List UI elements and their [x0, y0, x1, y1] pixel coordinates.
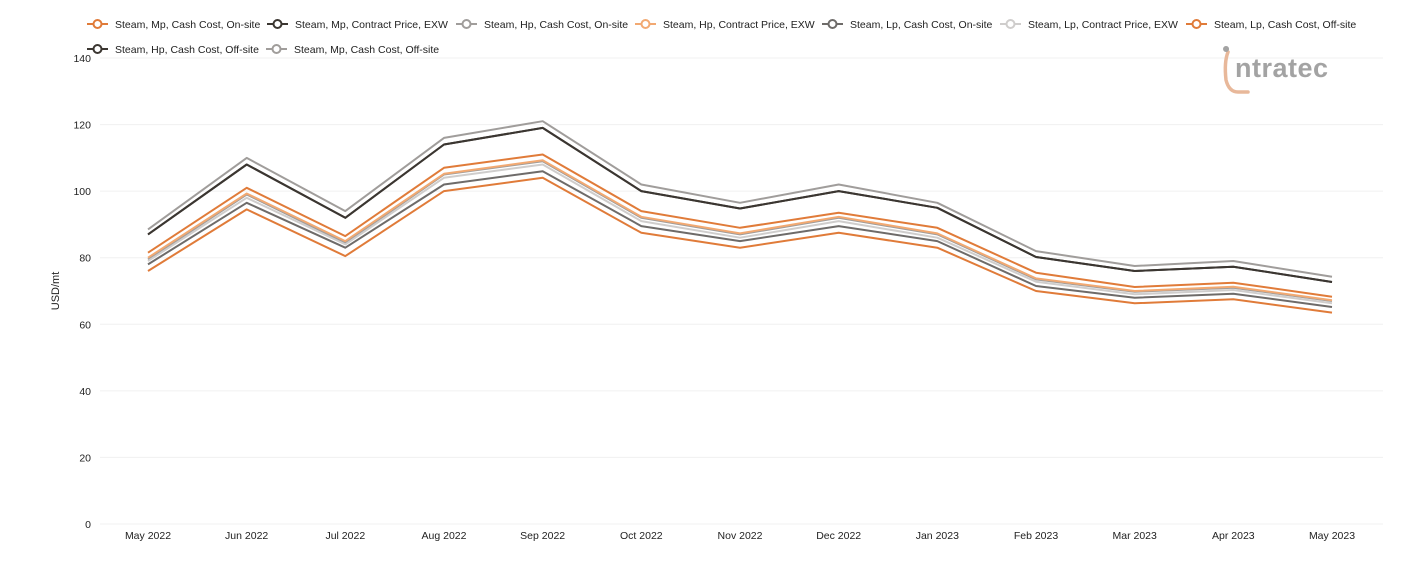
legend-item-6[interactable]: Steam, Lp, Contract Price, EXW: [1000, 19, 1178, 31]
x-tick-label: Sep 2022: [520, 530, 565, 542]
x-tick-label: Jun 2022: [225, 530, 268, 542]
legend-item-4[interactable]: Steam, Hp, Contract Price, EXW: [635, 19, 815, 31]
legend-label: Steam, Hp, Cash Cost, On-site: [484, 19, 628, 31]
y-tick-label: 40: [79, 386, 91, 398]
x-tick-label: May 2023: [1309, 530, 1355, 542]
intratec-logo: ntratec: [1223, 46, 1329, 94]
legend-item-5[interactable]: Steam, Lp, Cash Cost, On-site: [822, 19, 993, 31]
y-tick-label: 140: [73, 53, 91, 65]
x-tick-label: Oct 2022: [620, 530, 663, 542]
legend-marker-icon: [272, 19, 283, 29]
y-tick-label: 0: [85, 519, 91, 531]
legend-item-8[interactable]: Steam, Hp, Cash Cost, Off-site: [87, 44, 259, 56]
legend-label: Steam, Hp, Cash Cost, Off-site: [115, 44, 259, 56]
legend-marker-icon: [827, 19, 838, 29]
legend-marker-icon: [1005, 19, 1016, 29]
series-line-6[interactable]: [147, 163, 1333, 305]
legend-marker-icon: [92, 19, 103, 29]
y-tick-label: 20: [79, 452, 91, 464]
legend-marker-icon: [640, 19, 651, 29]
legend-marker-icon: [271, 44, 282, 54]
legend: Steam, Mp, Cash Cost, On-site Steam, Mp, …: [87, 19, 1356, 56]
grid: [100, 57, 1383, 525]
x-axis: May 2022 Jun 2022 Jul 2022 Aug 2022 Sep 2022…: [125, 530, 1355, 542]
legend-label: Steam, Hp, Contract Price, EXW: [663, 19, 815, 31]
x-tick-label: May 2022: [125, 530, 171, 542]
legend-label: Steam, Mp, Cash Cost, On-site: [115, 19, 260, 31]
legend-label: Steam, Mp, Cash Cost, Off-site: [294, 44, 439, 56]
x-tick-label: Jan 2023: [916, 530, 959, 542]
series-line-1[interactable]: [147, 153, 1333, 298]
y-axis-title: USD/mt: [50, 272, 62, 311]
y-tick-label: 120: [73, 120, 91, 132]
x-tick-label: Feb 2023: [1014, 530, 1059, 542]
legend-marker-icon: [92, 44, 103, 54]
legend-item-1[interactable]: Steam, Mp, Cash Cost, On-site: [87, 19, 260, 31]
legend-label: Steam, Lp, Cash Cost, Off-site: [1214, 19, 1356, 31]
legend-marker-icon: [1191, 19, 1202, 29]
legend-label: Steam, Lp, Cash Cost, On-site: [850, 19, 993, 31]
legend-item-3[interactable]: Steam, Hp, Cash Cost, On-site: [456, 19, 628, 31]
x-tick-label: Aug 2022: [422, 530, 467, 542]
series-line-2[interactable]: [147, 126, 1333, 283]
series-line-9[interactable]: [147, 120, 1333, 278]
x-tick-label: Mar 2023: [1112, 530, 1157, 542]
x-tick-label: Dec 2022: [816, 530, 861, 542]
series-line-4[interactable]: [147, 159, 1333, 302]
y-axis: 0 20 40 60 80 100 120 140: [73, 53, 91, 531]
x-tick-label: Nov 2022: [718, 530, 763, 542]
legend-item-9[interactable]: Steam, Mp, Cash Cost, Off-site: [266, 44, 439, 56]
series-layer: [147, 120, 1333, 314]
series-line-8[interactable]: [147, 126, 1333, 283]
legend-label: Steam, Mp, Contract Price, EXW: [295, 19, 448, 31]
y-tick-label: 80: [79, 253, 91, 265]
legend-label: Steam, Lp, Contract Price, EXW: [1028, 19, 1178, 31]
legend-item-7[interactable]: Steam, Lp, Cash Cost, Off-site: [1186, 19, 1356, 31]
legend-marker-icon: [461, 19, 472, 29]
series-line-5[interactable]: [147, 170, 1333, 308]
legend-item-2[interactable]: Steam, Mp, Contract Price, EXW: [267, 19, 448, 31]
x-tick-label: Jul 2022: [325, 530, 365, 542]
x-tick-label: Apr 2023: [1212, 530, 1255, 542]
logo-wordmark: ntratec: [1235, 53, 1329, 83]
y-tick-label: 60: [79, 319, 91, 331]
y-tick-label: 100: [73, 186, 91, 198]
series-line-7[interactable]: [147, 176, 1333, 314]
